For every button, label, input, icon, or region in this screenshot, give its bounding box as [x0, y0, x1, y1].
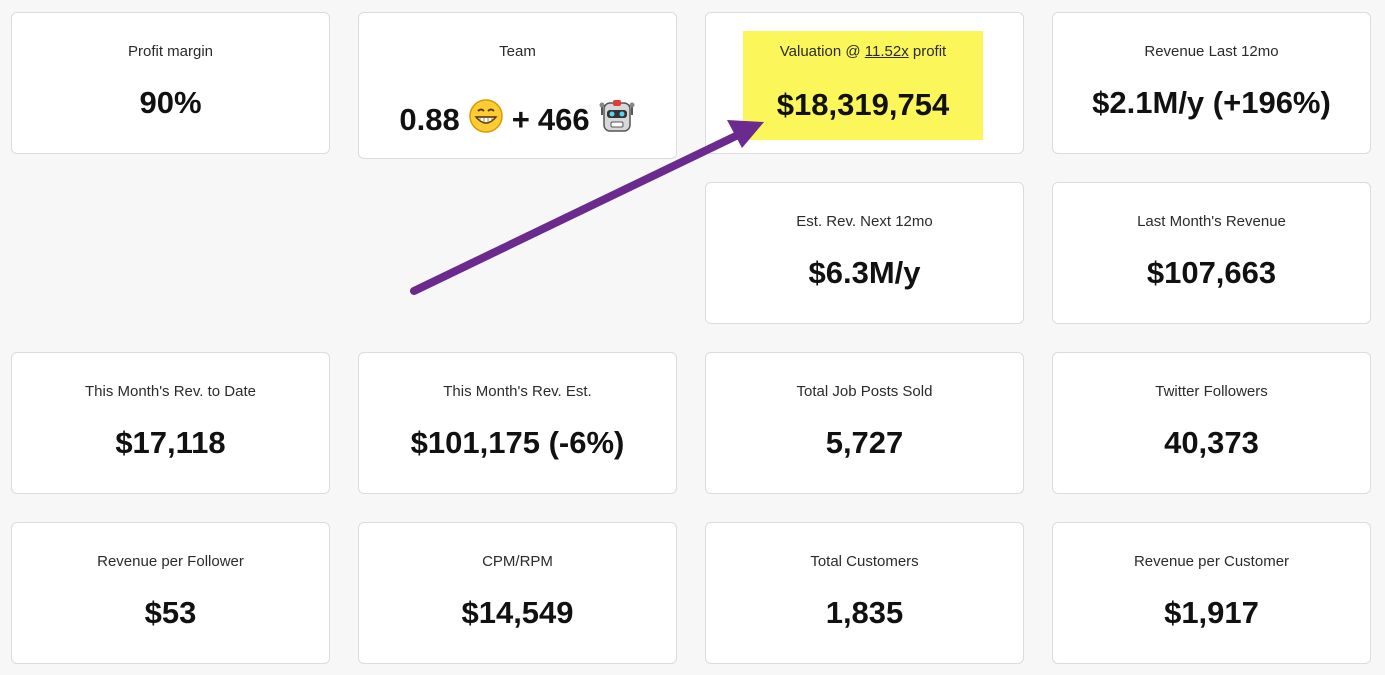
card-value: 40,373: [1164, 425, 1259, 460]
this-month-rev-est-card: This Month's Rev. Est. $101,175 (-6%): [358, 352, 677, 494]
card-label: Team: [499, 43, 536, 60]
this-month-rev-to-date-card: This Month's Rev. to Date $17,118: [11, 352, 330, 494]
valuation-highlight: Valuation @ 11.52x profit $18,319,754: [743, 31, 983, 140]
valuation-label-prefix: Valuation @: [779, 43, 861, 60]
card-label: Profit margin: [127, 43, 214, 60]
card-value: 5,727: [825, 425, 904, 460]
revenue-last-12mo-card: Revenue Last 12mo $2.1M/y (+196%): [1052, 12, 1371, 154]
card-value: $101,175 (-6%): [410, 425, 625, 460]
plus-sign: +: [511, 102, 530, 137]
team-card: Team 0.88 + 466: [358, 12, 677, 159]
card-label: Last Month's Revenue: [1137, 213, 1286, 230]
card-value: $14,549: [461, 595, 574, 630]
card-label: Total Customers: [810, 553, 919, 570]
revenue-per-follower-card: Revenue per Follower $53: [11, 522, 330, 664]
est-rev-next-12mo-card: Est. Rev. Next 12mo $6.3M/y: [705, 182, 1024, 324]
valuation-label-suffix: profit: [912, 43, 947, 60]
card-label: Revenue per Customer: [1133, 553, 1290, 570]
card-label: Est. Rev. Next 12mo: [796, 213, 933, 230]
card-value: $18,319,754: [776, 87, 950, 122]
total-job-posts-sold-card: Total Job Posts Sold 5,727: [705, 352, 1024, 494]
grinning-face-icon: [468, 98, 504, 142]
card-label: CPM/RPM: [482, 553, 553, 570]
card-label: Twitter Followers: [1155, 383, 1268, 400]
valuation-card: Valuation @ 11.52x profit $18,319,754: [705, 12, 1024, 154]
card-label: This Month's Rev. Est.: [443, 383, 592, 400]
card-value: $2.1M/y (+196%): [1092, 85, 1331, 120]
last-month-revenue-card: Last Month's Revenue $107,663: [1052, 182, 1371, 324]
card-value: $1,917: [1164, 595, 1259, 630]
cpm-rpm-card: CPM/RPM $14,549: [358, 522, 677, 664]
twitter-followers-card: Twitter Followers 40,373: [1052, 352, 1371, 494]
card-value: $107,663: [1146, 255, 1277, 290]
revenue-per-customer-card: Revenue per Customer $1,917: [1052, 522, 1371, 664]
profit-margin-card: Profit margin 90%: [11, 12, 330, 154]
card-value: $17,118: [115, 425, 226, 460]
robot-icon: [598, 97, 636, 143]
card-label: Revenue Last 12mo: [1144, 43, 1279, 60]
robot-count: 466: [537, 102, 590, 137]
card-value: 90%: [139, 85, 202, 120]
card-label: Total Job Posts Sold: [796, 383, 933, 400]
card-value: $6.3M/y: [808, 255, 921, 290]
total-customers-card: Total Customers 1,835: [705, 522, 1024, 664]
human-count: 0.88: [399, 102, 460, 137]
card-value: $53: [144, 595, 197, 630]
card-label: This Month's Rev. to Date: [85, 383, 256, 400]
card-label: Valuation @ 11.52x profit: [743, 43, 983, 60]
card-value: 1,835: [825, 595, 904, 630]
card-label: Revenue per Follower: [97, 553, 244, 570]
profit-multiple-link[interactable]: 11.52x: [864, 43, 909, 60]
team-value: 0.88 + 466: [359, 97, 676, 143]
